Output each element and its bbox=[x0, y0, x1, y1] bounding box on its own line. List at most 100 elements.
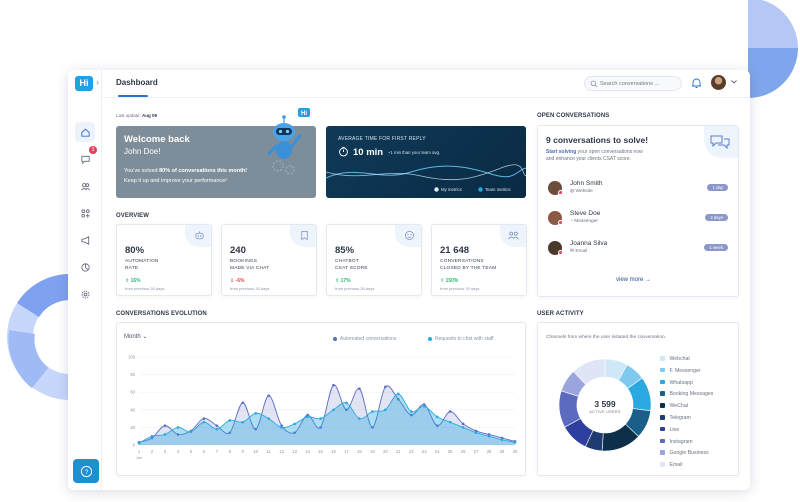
robot-icon bbox=[195, 231, 204, 240]
help-button[interactable]: ? bbox=[73, 459, 99, 483]
y-tick-label: 0 bbox=[133, 443, 136, 448]
x-tick-label: 7 bbox=[216, 449, 219, 454]
avg-reply-comparison: +1 min than your team avg. bbox=[388, 150, 441, 155]
user-avatar[interactable] bbox=[711, 75, 726, 90]
month-filter[interactable]: Month ⌄ bbox=[124, 333, 147, 340]
legend-label: Webchat bbox=[669, 356, 690, 362]
legend-item: Webchat bbox=[660, 356, 690, 362]
legend-label: F. Messenger bbox=[669, 367, 701, 374]
overview-label: BOOKINGS MADE VIA CHAT bbox=[230, 258, 269, 272]
sidebar-item-home[interactable] bbox=[75, 122, 95, 142]
legend-label: WeChat bbox=[669, 403, 689, 410]
x-tick-label: 23 bbox=[422, 449, 427, 454]
legend-item: F. Messenger bbox=[660, 367, 701, 374]
chat-bubbles-icon bbox=[710, 135, 730, 150]
overview-prev: from previous 30 days bbox=[230, 286, 270, 291]
x-sublabel: Jan bbox=[136, 456, 142, 460]
legend-label: Email bbox=[669, 462, 683, 469]
sidebar-item-users[interactable] bbox=[75, 176, 95, 196]
sidebar-item-settings[interactable] bbox=[75, 284, 95, 304]
data-point bbox=[267, 394, 270, 398]
sidebar-item-analytics[interactable] bbox=[75, 257, 95, 277]
welcome-message: You've solved 80% of conversations this … bbox=[124, 168, 247, 174]
robot-icon: Hi bbox=[267, 108, 310, 175]
data-point bbox=[358, 417, 361, 420]
data-point bbox=[397, 397, 400, 401]
x-tick-label: 28 bbox=[487, 449, 492, 454]
chevron-right-icon[interactable]: › bbox=[96, 77, 99, 87]
data-point bbox=[202, 417, 206, 420]
open-conversations-title: OPEN CONVERSATIONS bbox=[537, 113, 610, 119]
trend-up-icon: ⇧ bbox=[440, 278, 446, 284]
legend-item: Google Business bbox=[660, 450, 709, 456]
legend-swatch bbox=[660, 403, 665, 408]
search-icon bbox=[590, 80, 598, 88]
arrow-right-icon: → bbox=[645, 277, 652, 283]
legend-item: WeChat bbox=[660, 403, 688, 409]
chevron-down-icon: ⌄ bbox=[142, 334, 148, 340]
data-point bbox=[371, 426, 374, 429]
x-tick-label: 27 bbox=[474, 449, 479, 454]
question-icon: ? bbox=[80, 465, 92, 477]
card-corner bbox=[500, 225, 526, 247]
search-box[interactable] bbox=[584, 76, 682, 91]
conversation-item[interactable]: Joanna Silva ✉ Email 1 week bbox=[548, 239, 734, 261]
overview-prev: from previous 30 days bbox=[125, 286, 165, 291]
user-activity-title: USER ACTIVITY bbox=[537, 311, 584, 317]
analytics-icon bbox=[80, 262, 90, 272]
data-point bbox=[461, 422, 465, 426]
open-conversations-sub-bold: Start solving bbox=[546, 149, 577, 155]
conversation-item[interactable]: John Smith ◍ Website 1 day bbox=[548, 179, 734, 201]
sidebar-item-chat[interactable]: 3 bbox=[75, 146, 97, 169]
overview-card-bookings[interactable]: 240 BOOKINGS MADE VIA CHAT ⇩ -6% from pre… bbox=[221, 224, 317, 296]
legend-dot-icon bbox=[428, 336, 432, 341]
sidebar-item-apps[interactable] bbox=[75, 203, 95, 223]
conversation-item[interactable]: Steve Doe ◔ Messenger 2 days bbox=[548, 209, 734, 231]
legend-my-metrics: My metrics bbox=[434, 187, 462, 193]
overview-delta-value: 16% bbox=[130, 278, 141, 284]
legend-team-metrics: Team metrics bbox=[478, 187, 511, 193]
active-users-value: 3 599 bbox=[594, 399, 616, 409]
x-tick-label: 14 bbox=[305, 449, 310, 454]
data-point bbox=[150, 434, 154, 438]
conversation-age: 1 week bbox=[704, 244, 728, 251]
data-point bbox=[500, 438, 504, 442]
y-tick-label: 60 bbox=[130, 390, 135, 395]
overview-card-closed[interactable]: 21 648 CONVERSATIONS CLOSED BY THE TEAM ⇧… bbox=[431, 224, 527, 296]
x-tick-label: 19 bbox=[370, 449, 375, 454]
sidebar-item-campaigns[interactable] bbox=[75, 230, 95, 250]
decor-quarter-circle bbox=[748, 0, 798, 98]
data-point bbox=[176, 433, 180, 436]
channel-badge bbox=[558, 220, 563, 225]
overview-label-line1: AUTOMATION bbox=[125, 259, 159, 264]
data-point bbox=[293, 422, 296, 426]
overview-title: OVERVIEW bbox=[116, 213, 150, 219]
view-more-link[interactable]: view more → bbox=[616, 277, 651, 283]
data-point bbox=[228, 431, 232, 434]
conversation-name: John Smith bbox=[570, 180, 603, 187]
x-tick-label: 16 bbox=[331, 449, 336, 454]
search-input[interactable] bbox=[600, 79, 678, 89]
legend-dot-icon bbox=[478, 187, 483, 193]
open-conversations-heading: 9 conversations to solve! bbox=[546, 135, 649, 145]
data-point bbox=[384, 385, 387, 389]
x-tick-label: 6 bbox=[203, 449, 206, 454]
x-tick-label: 11 bbox=[266, 449, 271, 454]
bell-icon[interactable] bbox=[691, 77, 702, 89]
apps-icon bbox=[80, 208, 90, 218]
overview-delta: ⇩ -6% bbox=[230, 278, 245, 284]
avg-reply-label: AVERAGE TIME FOR FIRST REPLY bbox=[338, 136, 426, 142]
team-icon bbox=[508, 231, 519, 240]
data-point bbox=[137, 441, 141, 445]
overview-card-automation[interactable]: 80% AUTOMATION RATE ⇧ 16% from previous 3… bbox=[116, 224, 212, 296]
data-point bbox=[345, 401, 348, 405]
data-point bbox=[384, 408, 387, 412]
brand-logo[interactable]: Hi bbox=[75, 76, 93, 91]
data-point bbox=[461, 426, 465, 429]
data-point bbox=[422, 404, 426, 408]
overview-card-csat[interactable]: 85% CHATBOT CSAT SCORE ⇧ 17% from previou… bbox=[326, 224, 422, 296]
chevron-down-icon[interactable] bbox=[730, 78, 738, 86]
legend-swatch bbox=[660, 426, 665, 432]
data-point bbox=[448, 420, 452, 424]
